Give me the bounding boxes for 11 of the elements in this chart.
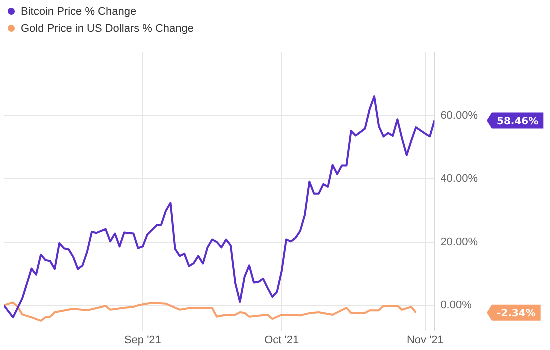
- x-tick-label: Oct '21: [264, 334, 300, 346]
- y-tick-label: 0.00%: [440, 300, 472, 312]
- y-tick-label: 60.00%: [440, 110, 478, 122]
- legend-label: Gold Price in US Dollars % Change: [21, 23, 194, 35]
- x-tick-label: Sep '21: [124, 334, 162, 346]
- text: 58.46%: [497, 116, 539, 128]
- y-tick-label: 40.00%: [440, 173, 478, 186]
- text: -2.34%: [497, 308, 536, 320]
- legend-label: Bitcoin Price % Change: [21, 6, 137, 18]
- y-tick-label: 20.00%: [440, 236, 478, 248]
- x-tick-label: Nov '21: [406, 334, 444, 346]
